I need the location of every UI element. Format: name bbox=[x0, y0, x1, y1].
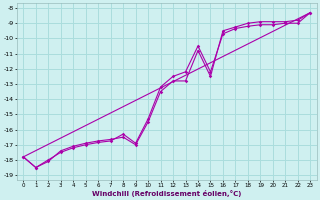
X-axis label: Windchill (Refroidissement éolien,°C): Windchill (Refroidissement éolien,°C) bbox=[92, 190, 242, 197]
